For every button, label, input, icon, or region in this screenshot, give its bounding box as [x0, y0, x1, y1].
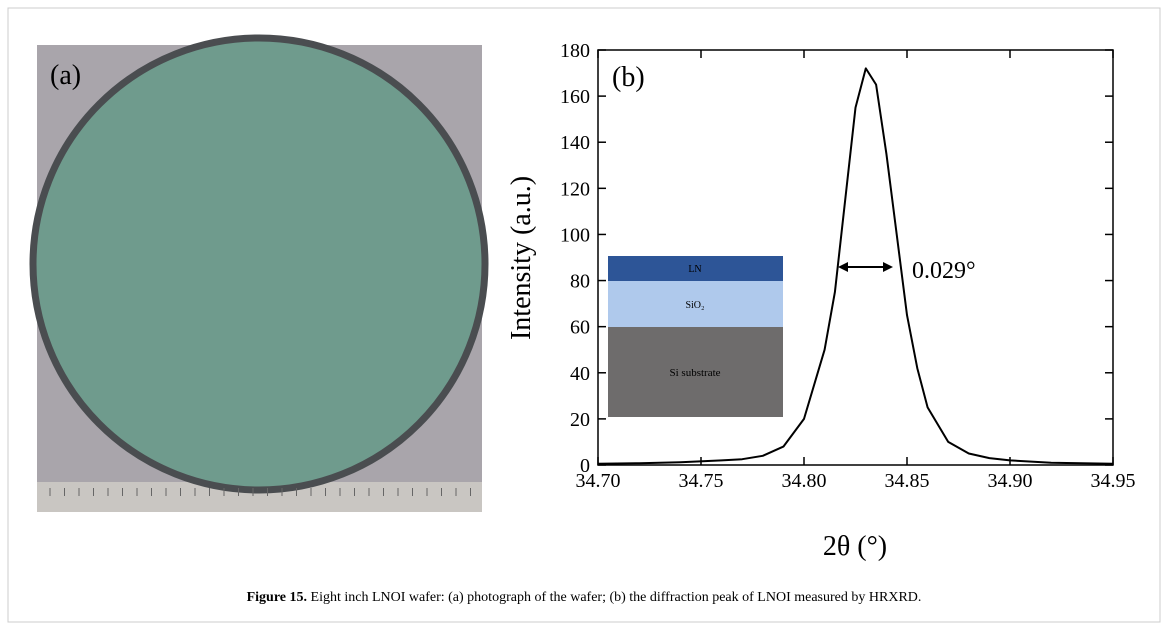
y-tick-label: 60: [570, 317, 590, 339]
ruler-ticks: [49, 488, 471, 496]
y-tick-label: 100: [560, 224, 590, 246]
sio2-layer: [608, 281, 783, 327]
y-tick-label: 20: [570, 409, 590, 431]
fwhm-arrow: [838, 262, 893, 272]
x-tick-label: 34.75: [679, 470, 724, 492]
caption-label: Figure 15.: [247, 590, 307, 605]
y-axis-label: Intensity (a.u.): [506, 176, 537, 340]
y-tick-label: 40: [570, 363, 590, 385]
caption-text: Eight inch LNOI wafer: (a) photograph of…: [307, 590, 921, 605]
y-tick-label: 80: [570, 271, 590, 293]
y-tick-label: 120: [560, 178, 590, 200]
y-tick-label: 180: [560, 40, 590, 62]
x-tick-label: 34.95: [1091, 470, 1136, 492]
data-line: [597, 67, 1114, 465]
inset-label: Si substrate: [669, 367, 720, 379]
si-layer: [608, 327, 783, 417]
inset-layers: LN SiO₂ Si substrate: [608, 256, 783, 417]
figure-frame: [7, 7, 1161, 623]
wafer: [29, 34, 489, 494]
wafer-photo: (a): [29, 34, 489, 512]
y-tick-label: 160: [560, 86, 590, 108]
x-axis-label: 2θ (°): [823, 531, 887, 562]
ln-layer: [608, 256, 783, 281]
panel-label: (a): [50, 60, 81, 91]
x-tick-label: 34.85: [885, 470, 930, 492]
plot-frame: [597, 49, 1114, 466]
caption: Figure 15. Eight inch LNOI wafer: (a) ph…: [247, 590, 922, 605]
x-tick-label: 34.80: [782, 470, 827, 492]
annotation: 0.029°: [912, 258, 976, 284]
inset-label: SiO₂: [685, 300, 704, 311]
panel-label: (b): [612, 62, 645, 93]
x-tick-label: 34.90: [988, 470, 1033, 492]
x-tick-label: 34.70: [576, 470, 621, 492]
y-tick-label: 140: [560, 132, 590, 154]
y-tick-label: 0: [580, 455, 590, 477]
inset-label: LN: [688, 264, 701, 275]
